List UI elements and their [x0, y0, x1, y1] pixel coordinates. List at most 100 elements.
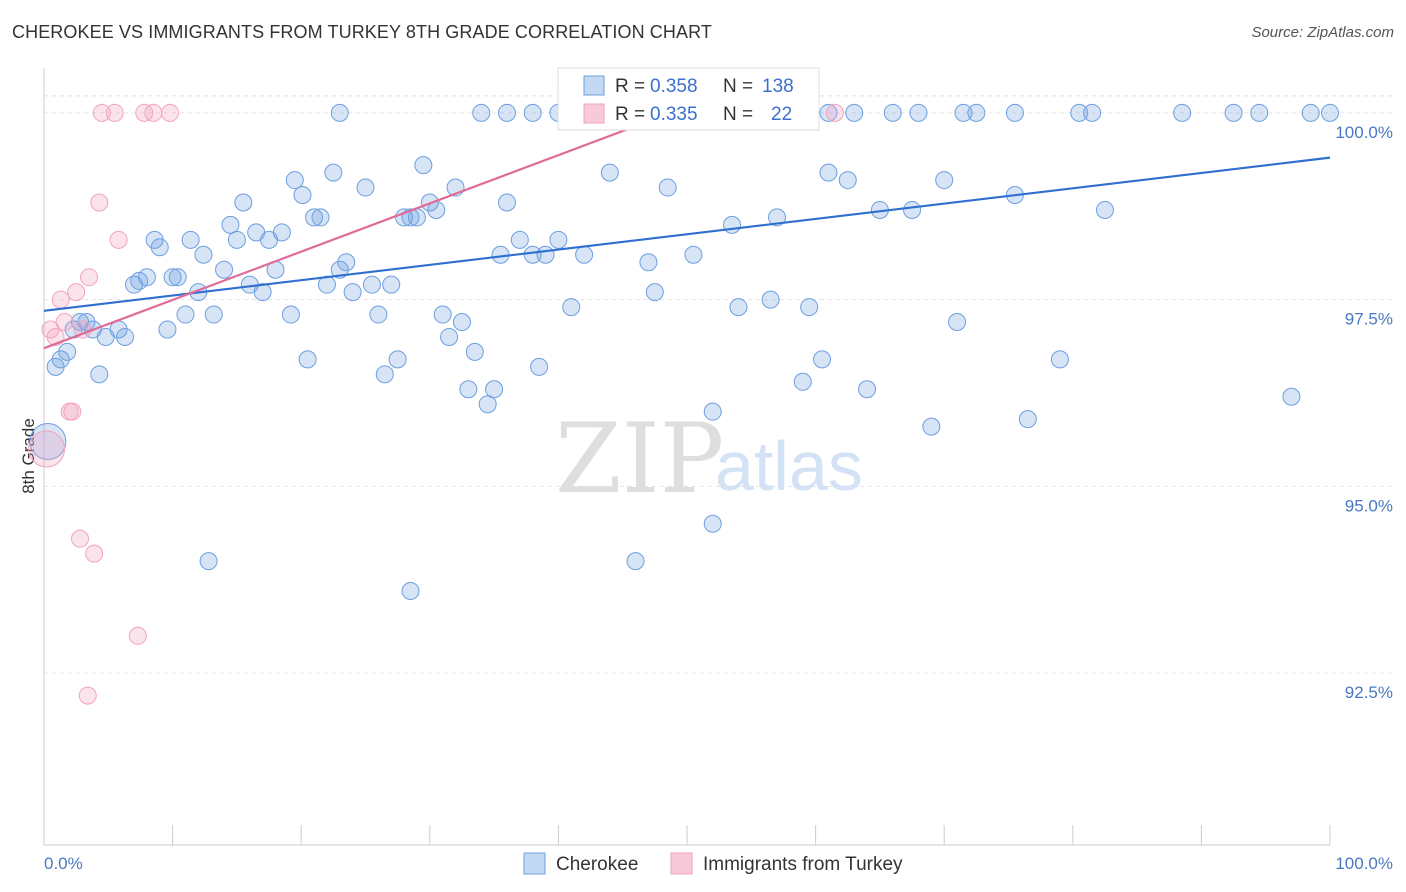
cherokee-point-129 [401, 581, 420, 600]
turkey-point-12 [105, 103, 124, 122]
cherokee-point-49 [382, 275, 401, 294]
cherokee-point-30 [253, 283, 272, 302]
turkey-point-21 [825, 103, 844, 122]
x-axis-ticks [43, 825, 1331, 845]
cherokee-point-74 [600, 163, 619, 182]
cherokee-point-84 [793, 372, 812, 391]
x-tick-label-0: 0.0% [44, 854, 83, 873]
cherokee-point-120 [1005, 103, 1024, 122]
cherokee-point-64 [485, 380, 504, 399]
cherokee-point-82 [761, 290, 780, 309]
cherokee-point-22 [194, 245, 213, 264]
legend-n-value-0: 138 [762, 76, 794, 97]
cherokee-point-116 [883, 103, 902, 122]
cherokee-point-33 [272, 223, 291, 242]
y-tick-label-1: 95.0% [1345, 496, 1393, 515]
series-cherokee-points [29, 103, 1339, 600]
chart-title: CHEROKEE VS IMMIGRANTS FROM TURKEY 8TH G… [12, 22, 712, 42]
cherokee-point-78 [684, 245, 703, 264]
cherokee-point-19 [176, 305, 195, 324]
x-tick-label-100: 100.0% [1335, 854, 1393, 873]
legend-swatch-turkey [583, 103, 605, 124]
cherokee-point-13 [137, 268, 156, 287]
turkey-point-3 [51, 290, 70, 309]
bottom-legend: Cherokee Immigrants from Turkey [523, 852, 903, 875]
cherokee-point-99 [1282, 387, 1301, 406]
turkey-point-9 [80, 268, 99, 287]
cherokee-point-92 [922, 417, 941, 436]
cherokee-point-36 [293, 186, 312, 205]
grid-lines [44, 95, 1394, 674]
cherokee-point-60 [452, 313, 471, 332]
cherokee-point-79 [703, 402, 722, 421]
cherokee-point-85 [800, 298, 819, 317]
legend-n-label-1: N = [723, 104, 753, 125]
cherokee-point-86 [813, 350, 832, 369]
cherokee-point-125 [1250, 103, 1269, 122]
legend-swatch-cherokee [583, 75, 605, 96]
turkey-point-17 [71, 529, 90, 548]
cherokee-point-67 [510, 230, 529, 249]
turkey-point-7 [67, 283, 86, 302]
watermark-atlas: atlas [715, 427, 863, 505]
cherokee-point-9 [116, 327, 135, 346]
cherokee-point-127 [1321, 103, 1339, 122]
cherokee-point-48 [375, 365, 394, 384]
cherokee-point-126 [1301, 103, 1320, 122]
turkey-point-6 [63, 402, 82, 421]
cherokee-point-41 [324, 163, 343, 182]
cherokee-point-34 [281, 305, 300, 324]
cherokee-point-101 [472, 103, 491, 122]
cherokee-point-97 [1050, 350, 1069, 369]
cherokee-point-128 [199, 552, 218, 571]
cherokee-point-35 [285, 171, 304, 190]
cherokee-point-37 [298, 350, 317, 369]
turkey-point-4 [55, 313, 74, 332]
chart-source: Source: ZipAtlas.com [1251, 24, 1394, 41]
turkey-point-15 [144, 103, 163, 122]
cherokee-point-98 [1095, 200, 1114, 219]
cherokee-point-89 [858, 380, 877, 399]
cherokee-point-54 [414, 156, 433, 175]
cherokee-point-131 [703, 514, 722, 533]
bottom-legend-swatch-turkey [670, 852, 693, 875]
cherokee-point-94 [948, 313, 967, 332]
y-tick-label-2: 97.5% [1345, 310, 1393, 329]
cherokee-point-124 [1224, 103, 1243, 122]
watermark-zip: ZIP [555, 403, 724, 515]
turkey-point-18 [85, 544, 104, 563]
turkey-point-13 [109, 230, 128, 249]
cherokee-point-1 [51, 350, 70, 369]
cherokee-point-72 [562, 298, 581, 317]
legend-r-value-1: 0.335 [650, 104, 698, 125]
trend-lines [43, 115, 1331, 350]
y-tick-label-0: 92.5% [1345, 683, 1393, 702]
cherokee-point-38 [305, 208, 324, 227]
legend-n-label-0: N = [723, 76, 753, 97]
cherokee-point-119 [967, 103, 986, 122]
cherokee-point-114 [819, 103, 838, 122]
cherokee-point-80 [723, 215, 742, 234]
cherokee-point-62 [465, 342, 484, 361]
cherokee-point-23 [204, 305, 223, 324]
cherokee-point-57 [433, 305, 452, 324]
cherokee-point-42 [330, 260, 349, 279]
cherokee-point-130 [626, 552, 645, 571]
cherokee-point-10 [90, 365, 109, 384]
y-tick-labels: 92.5% 95.0% 97.5% 100.0% [1335, 123, 1393, 702]
cherokee-point-66 [497, 193, 516, 212]
turkey-point-10 [90, 193, 109, 212]
cherokee-point-2 [58, 342, 77, 361]
cherokee-point-15 [150, 238, 169, 257]
turkey-point-11 [92, 103, 111, 122]
cherokee-point-63 [478, 395, 497, 414]
cherokee-point-39 [311, 208, 330, 227]
cherokee-point-58 [440, 327, 459, 346]
cherokee-point-61 [459, 380, 478, 399]
x-tick-labels: 0.0% 100.0% [44, 854, 1393, 873]
cherokee-trend-line [43, 156, 1331, 312]
cherokee-point-17 [163, 268, 182, 287]
cherokee-point-76 [645, 283, 664, 302]
cherokee-point-83 [768, 208, 787, 227]
cherokee-point-25 [221, 215, 240, 234]
